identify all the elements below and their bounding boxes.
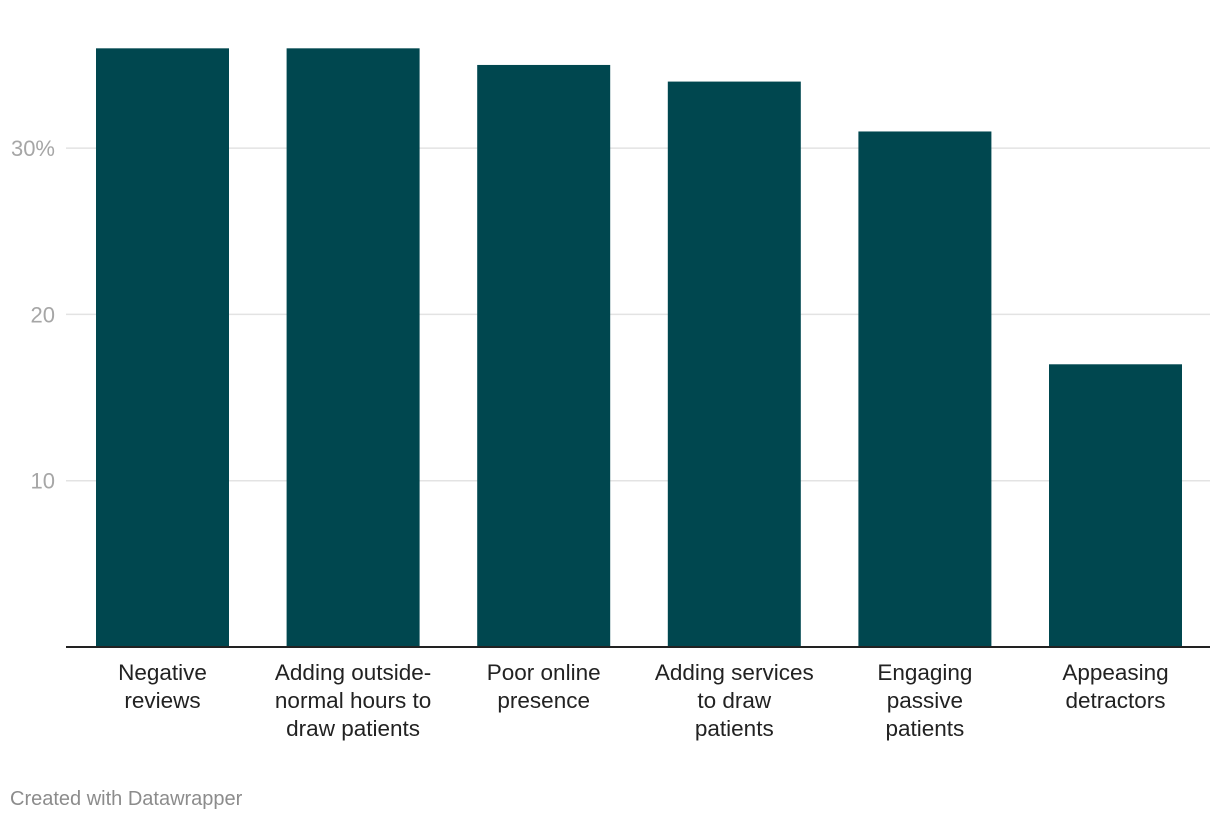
x-tick-label-line: reviews <box>124 688 200 713</box>
x-tick-label-line: Adding outside- <box>275 660 431 685</box>
x-tick-label-line: Poor online <box>487 660 601 685</box>
x-tick-label-line: passive <box>887 688 963 713</box>
x-tick-label: Poor online presence <box>487 660 601 713</box>
bar <box>287 48 420 647</box>
bar-chart: 10 20 30% Negative reviews Adding outside-no… <box>0 0 1220 824</box>
x-tick-label-line: to draw <box>697 688 772 713</box>
y-tick-label: 10 <box>31 469 55 494</box>
x-tick-label: Appeasing detractors <box>1062 660 1168 713</box>
bar <box>96 48 229 647</box>
bar-layer <box>96 48 1182 647</box>
x-tick-label: Engaging passive patients <box>877 660 972 741</box>
grid-layer <box>66 148 1210 481</box>
x-tick-label-line: Appeasing <box>1062 660 1168 685</box>
x-tick-label-line: Negative <box>118 660 207 685</box>
x-tick-label-line: draw patients <box>286 716 420 741</box>
x-tick-label: Adding services to draw patients <box>655 660 814 741</box>
x-tick-label-line: presence <box>497 688 590 713</box>
y-tick-label: 30% <box>11 136 55 161</box>
x-tick-label-line: patients <box>885 716 964 741</box>
label-layer: Negative reviews Adding outside-normal hou… <box>118 660 1169 741</box>
x-tick-label-line: patients <box>695 716 774 741</box>
bar <box>668 82 801 647</box>
x-tick-label-line: Adding services <box>655 660 814 685</box>
x-tick-label-line: normal hours to <box>275 688 431 713</box>
y-tick-label: 20 <box>31 302 55 327</box>
bar <box>858 131 991 647</box>
x-tick-label: Adding outside-normal hours to draw patie… <box>275 660 431 741</box>
bar <box>477 65 610 647</box>
x-tick-label-line: detractors <box>1065 688 1165 713</box>
x-tick-label-line: Engaging <box>877 660 972 685</box>
x-tick-label: Negative reviews <box>118 660 207 713</box>
bar <box>1049 364 1182 647</box>
credit-text: Created with Datawrapper <box>10 788 242 811</box>
